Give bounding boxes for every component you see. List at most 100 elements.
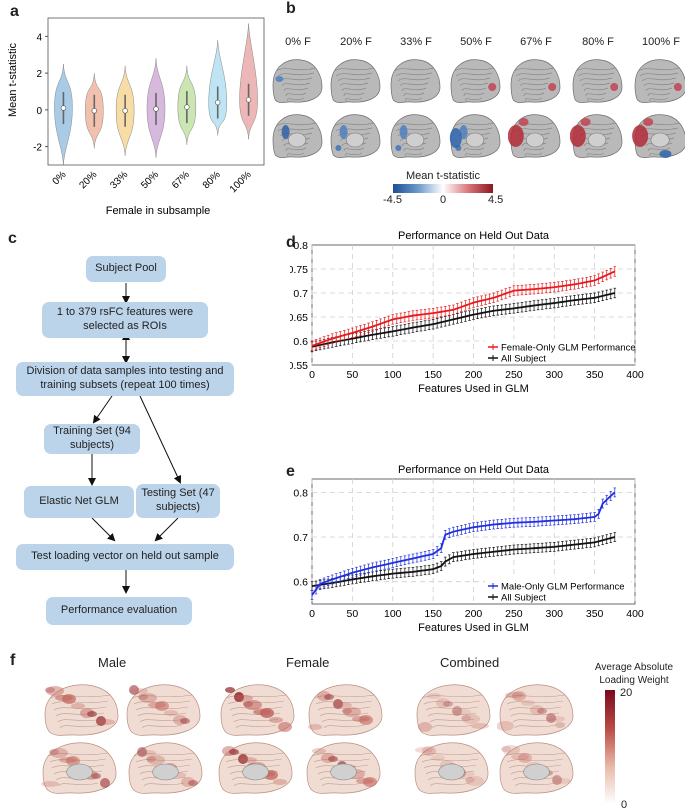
x-tick-label: 200 — [465, 369, 483, 381]
f-combined-title: Combined — [440, 655, 500, 670]
brain-sulcus — [277, 72, 315, 77]
f-colorbar-tick-max: 20 — [620, 687, 633, 699]
brain-sulcus — [513, 67, 555, 72]
brain-sulcus — [281, 82, 311, 87]
brain-medial-view — [390, 114, 441, 158]
brain-sulcus — [233, 718, 279, 723]
brain-sulcus — [459, 82, 489, 87]
brain-sulcus — [133, 752, 195, 757]
loading-brain-medial — [499, 742, 574, 794]
loading-patch — [71, 703, 85, 709]
loading-patch — [521, 700, 535, 706]
line-chart-e: Performance on Held Out Data 0 50 100 150 200… — [293, 465, 644, 634]
b-column-label: 33% F — [400, 36, 432, 48]
loading-patch — [537, 708, 547, 714]
brain-lateral-view — [390, 59, 441, 103]
brain-sulcus — [465, 97, 483, 102]
brain-activation-red — [570, 125, 586, 147]
flowchart-arrows — [88, 283, 182, 594]
brain-sulcus — [461, 87, 487, 92]
legend-label: All Subject — [501, 593, 546, 604]
brain-activation-red — [518, 118, 529, 126]
brain-sulcus — [429, 718, 475, 723]
brain-sulcus — [395, 72, 433, 77]
brain-medial-view — [449, 114, 501, 158]
violin-body — [239, 23, 258, 140]
loading-brain-lateral — [220, 684, 295, 736]
loading-patch — [181, 777, 195, 787]
loading-patch — [497, 721, 514, 731]
loading-patch — [415, 747, 433, 753]
x-tick-label: 350 — [586, 608, 604, 620]
brain-sulcus — [405, 152, 423, 157]
loading-patch — [342, 708, 352, 714]
brain-sulcus — [453, 122, 495, 127]
brain-corpus — [66, 763, 93, 781]
loading-patch — [188, 780, 198, 786]
brain-sulcus — [523, 92, 545, 97]
brain-sulcus — [647, 147, 671, 152]
b-column-label: 0% F — [285, 36, 311, 48]
brain-sulcus — [233, 782, 275, 787]
brain-medial-view — [508, 114, 561, 158]
brain-sulcus — [321, 718, 367, 723]
series-line — [311, 491, 616, 596]
brain-sulcus — [581, 82, 611, 87]
loading-patch — [130, 688, 148, 694]
y-tick-label: 0.7 — [293, 532, 308, 544]
brain-sulcus — [641, 77, 677, 82]
loading-patch — [553, 778, 571, 784]
b-colorbar-tick-max: 4.5 — [488, 194, 504, 206]
brain-sulcus — [333, 122, 375, 127]
brain-sulcus — [645, 87, 673, 92]
loading-patch — [234, 692, 244, 702]
x-tick-label: 0 — [309, 369, 315, 381]
violin-ylabel: Mean t-statistic — [7, 43, 19, 117]
x-tick-label: 400 — [626, 608, 644, 620]
brain-sulcus — [335, 72, 373, 77]
brain-sulcus — [139, 718, 185, 723]
brain-sulcus — [649, 97, 669, 102]
brain-activation-red — [632, 125, 649, 147]
y-tick-label: 0.6 — [293, 577, 308, 589]
brain-sulcus — [137, 712, 187, 717]
loading-patch — [96, 716, 106, 726]
brain-sulcus — [425, 706, 479, 711]
x-tick-label: 250 — [505, 608, 523, 620]
brain-sulcus — [647, 92, 671, 97]
brain-activation-red — [580, 118, 591, 126]
brain-sulcus — [229, 706, 283, 711]
loading-patch — [235, 695, 253, 701]
loading-brain-lateral — [497, 684, 574, 736]
brain-sulcus — [315, 700, 373, 705]
brain-sulcus — [453, 67, 495, 72]
loading-patch — [555, 722, 565, 728]
x-tick-label: 100 — [384, 369, 402, 381]
legend-label: Female-Only GLM Performance — [501, 343, 636, 354]
brain-sulcus — [587, 97, 605, 102]
loading-patch — [138, 750, 156, 756]
x-tick-label: 200 — [465, 608, 483, 620]
brain-sulcus — [403, 147, 425, 152]
loading-patch — [511, 754, 529, 760]
brain-sulcus — [133, 700, 191, 705]
brain-sulcus — [423, 700, 481, 705]
b-column-label: 80% F — [582, 36, 614, 48]
chart-xlabel: Features Used in GLM — [418, 622, 529, 634]
violin-ytick-label: 0 — [36, 106, 42, 117]
y-tick-label: 0.7 — [293, 288, 308, 300]
violin-category-label: 20% — [77, 169, 99, 191]
brain-sulcus — [512, 718, 558, 723]
y-tick-label: 0.55 — [290, 360, 308, 372]
f-colorbar-title: Average Absolute Loading Weight — [594, 662, 674, 686]
brain-sulcus — [275, 122, 317, 127]
brain-sulcus — [313, 694, 375, 699]
brain-corpus — [152, 763, 179, 781]
violin-ytick-label: 4 — [36, 32, 42, 43]
brain-sulcus — [579, 77, 613, 82]
brain-sulcus — [47, 752, 109, 757]
loading-patch — [238, 754, 248, 764]
brain-corpus — [650, 132, 670, 148]
brain-sulcus — [235, 724, 277, 729]
loading-brain-medial — [128, 742, 203, 794]
